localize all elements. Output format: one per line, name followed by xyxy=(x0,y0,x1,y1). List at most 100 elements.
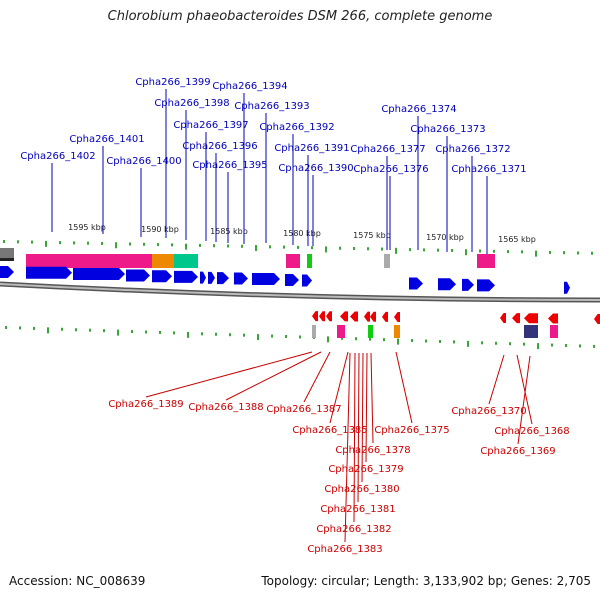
feature-rrna-small xyxy=(286,254,300,268)
forward-gene-arrow xyxy=(174,270,198,283)
reverse-gene-label: Cpha266_1375 xyxy=(374,425,449,436)
topology-label: Topology: circular; Length: 3,133,902 bp… xyxy=(261,574,591,588)
reverse-gene-arrow xyxy=(370,311,376,322)
reverse-label-leader xyxy=(395,351,413,424)
reverse-gene-arrow xyxy=(319,311,325,322)
feature-rrna-small xyxy=(477,254,495,268)
reverse-label-leader xyxy=(344,352,351,543)
forward-gene-label: Cpha266_1391 xyxy=(274,143,349,154)
forward-gene-label: Cpha266_1373 xyxy=(410,124,485,135)
reverse-gene-arrow xyxy=(326,311,332,322)
reverse-label-leader xyxy=(357,352,360,503)
forward-gene-label: Cpha266_1398 xyxy=(154,98,229,109)
forward-gene-arrow xyxy=(564,281,570,294)
forward-gene-label: Cpha266_1372 xyxy=(435,144,510,155)
reverse-gene-label: Cpha266_1379 xyxy=(328,464,403,475)
feature-green-mark xyxy=(368,325,373,338)
forward-gene-arrow xyxy=(285,273,299,286)
backbone-highlight xyxy=(0,283,600,301)
forward-gene-arrow xyxy=(302,274,312,287)
forward-gene-label: Cpha266_1377 xyxy=(350,144,425,155)
feature-misc-block xyxy=(174,254,198,268)
reverse-label-leader xyxy=(370,352,374,444)
forward-gene-label: Cpha266_1395 xyxy=(192,160,267,171)
reverse-label-leader xyxy=(365,352,368,463)
reverse-gene-arrow xyxy=(340,311,348,322)
reverse-gene-arrow xyxy=(524,313,538,324)
forward-gene-arrow xyxy=(208,271,215,284)
reverse-gene-label: Cpha266_1380 xyxy=(324,484,399,495)
feature-green-mark xyxy=(307,254,312,268)
reverse-gene-label: Cpha266_1385 xyxy=(292,425,367,436)
reverse-label-leader xyxy=(361,352,364,483)
forward-gene-label: Cpha266_1371 xyxy=(451,164,526,175)
forward-gene-label: Cpha266_1392 xyxy=(259,122,334,133)
forward-gene-arrow xyxy=(477,279,495,292)
reverse-gene-label: Cpha266_1388 xyxy=(188,402,263,413)
reverse-gene-label: Cpha266_1381 xyxy=(320,504,395,515)
reverse-gene-arrow xyxy=(594,313,600,324)
contig-stub-edge xyxy=(0,258,14,261)
reverse-gene-label: Cpha266_1382 xyxy=(316,524,391,535)
backbone-dark xyxy=(0,281,600,303)
feature-navy-block xyxy=(524,325,538,338)
scale-label: 1585 kbp xyxy=(210,227,248,236)
reverse-label-leader xyxy=(353,352,356,523)
forward-gene-label: Cpha266_1399 xyxy=(135,77,210,88)
forward-gene-arrow xyxy=(462,278,474,291)
feature-rrna-small xyxy=(550,325,558,338)
genome-title: Chlorobium phaeobacteroides DSM 266, com… xyxy=(107,9,493,24)
reverse-gene-label: Cpha266_1370 xyxy=(451,406,526,417)
reverse-gene-label: Cpha266_1378 xyxy=(335,445,410,456)
reverse-gene-arrow xyxy=(382,311,388,322)
reverse-label-leader xyxy=(517,355,531,445)
feature-rrna-block xyxy=(26,254,152,268)
reverse-label-leader xyxy=(488,354,505,405)
forward-gene-arrow xyxy=(126,269,150,282)
feature-trna-block xyxy=(152,254,174,268)
scale-label: 1565 kbp xyxy=(498,235,536,244)
scale-label: 1595 kbp xyxy=(68,223,106,232)
forward-gene-arrow xyxy=(217,272,229,285)
forward-gene-label: Cpha266_1401 xyxy=(69,134,144,145)
reverse-gene-arrow xyxy=(364,311,370,322)
reverse-label-leader xyxy=(329,351,349,424)
reverse-gene-label: Cpha266_1368 xyxy=(494,426,569,437)
reverse-label-leader xyxy=(225,351,322,401)
forward-gene-label: Cpha266_1402 xyxy=(20,151,95,162)
reverse-gene-arrow xyxy=(312,311,318,322)
reverse-gene-label: Cpha266_1387 xyxy=(266,404,341,415)
reverse-gene-arrow xyxy=(394,311,400,322)
forward-gene-arrow xyxy=(234,272,248,285)
forward-gene-label: Cpha266_1393 xyxy=(234,101,309,112)
feature-trna-block xyxy=(394,325,400,338)
scale-label: 1590 kbp xyxy=(141,225,179,234)
reverse-gene-arrow xyxy=(512,313,520,324)
reverse-gene-arrow xyxy=(500,313,506,323)
forward-gene-label: Cpha266_1397 xyxy=(173,120,248,131)
forward-gene-arrow xyxy=(409,277,423,290)
reverse-label-leader xyxy=(145,351,313,398)
scale-label: 1580 kbp xyxy=(283,229,321,238)
reverse-gene-arrow xyxy=(548,313,558,324)
forward-gene-arrow xyxy=(252,273,280,286)
forward-gene-arrow xyxy=(200,271,206,284)
reverse-gene-label: Cpha266_1383 xyxy=(307,544,382,555)
feature-rrna-small xyxy=(337,325,345,338)
reverse-gene-arrow xyxy=(350,311,358,322)
forward-gene-arrow xyxy=(26,266,72,279)
forward-gene-label: Cpha266_1374 xyxy=(381,104,456,115)
contig-stub xyxy=(0,248,14,258)
feature-gray-mark xyxy=(312,325,316,338)
forward-gene-label: Cpha266_1394 xyxy=(212,81,287,92)
forward-gene-label: Cpha266_1400 xyxy=(106,156,181,167)
forward-gene-arrow xyxy=(73,268,125,281)
scale-label: 1570 kbp xyxy=(426,233,464,242)
forward-gene-label: Cpha266_1376 xyxy=(353,164,428,175)
accession-label: Accession: NC_008639 xyxy=(9,574,146,588)
forward-gene-label: Cpha266_1396 xyxy=(182,141,257,152)
feature-gray-mark xyxy=(384,254,390,268)
forward-gene-arrow xyxy=(152,270,172,283)
reverse-label-leader xyxy=(303,351,331,403)
